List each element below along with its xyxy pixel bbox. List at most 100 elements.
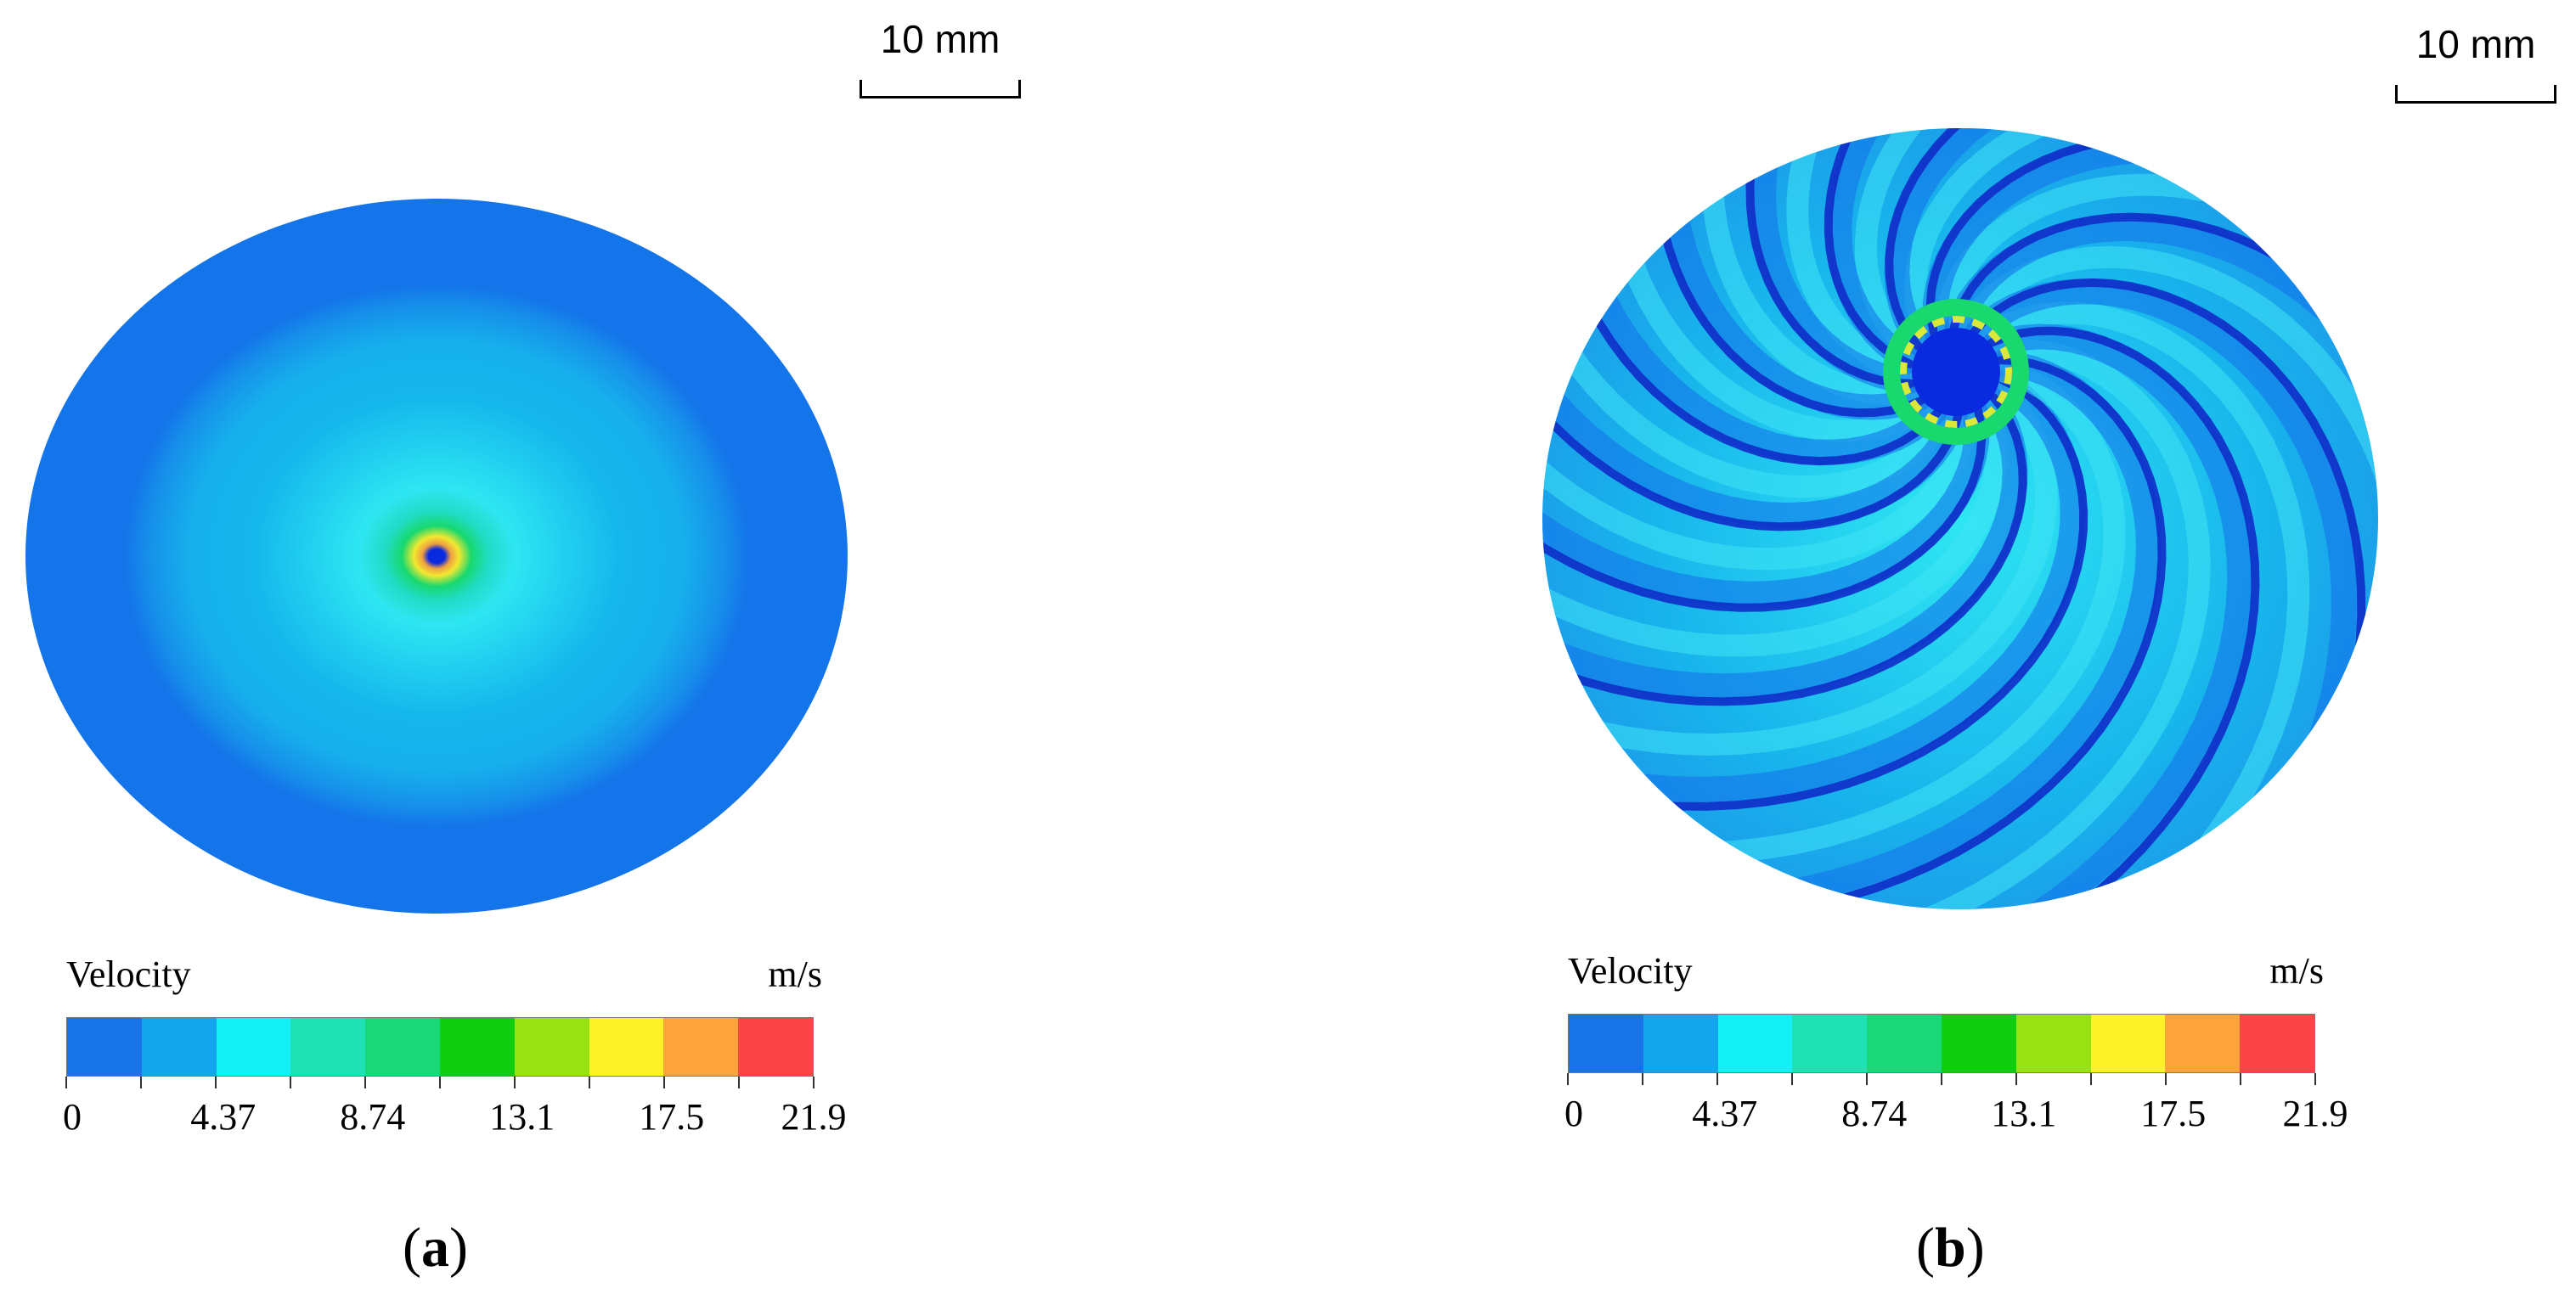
velocity-contour-a (25, 199, 848, 914)
colorbar-tick (589, 1077, 590, 1088)
colorbar-tick (1567, 1073, 1569, 1085)
colorbar-tick (1716, 1073, 1718, 1085)
tick-label: 21.9 (2282, 1093, 2348, 1134)
legend-a: Velocity m/s 0 (63, 951, 847, 1155)
spiral-dark-streak (1823, 128, 2378, 368)
spiral-light-band (1542, 344, 2008, 657)
spiral-light-band (1542, 128, 1958, 498)
scale-bar-line (860, 80, 1021, 98)
scale-bar-b: 10 mm (2395, 20, 2556, 114)
colorbar-tick (1866, 1073, 1868, 1085)
tick-label: 8.74 (1841, 1093, 1908, 1134)
colorbar-tick (439, 1077, 441, 1088)
spiral-light-band (1854, 128, 2378, 365)
colorbar-swatch (2015, 1015, 2091, 1072)
caption-close: ) (1965, 1217, 1985, 1279)
colorbar-swatch (141, 1018, 217, 1076)
caption-letter: a (420, 1217, 449, 1279)
tick-label: 0 (63, 1096, 82, 1138)
vortex-ring-yellow (1900, 316, 2012, 428)
colorbar-swatch (2165, 1015, 2241, 1072)
scale-bar-label: 10 mm (880, 17, 1001, 61)
colorbar-tick (2240, 1073, 2241, 1085)
spiral-dark-streak (1542, 393, 2027, 706)
legend-title: Velocity (1568, 950, 1693, 992)
colorbar-tick (813, 1077, 815, 1088)
tick-label: 13.1 (1991, 1093, 2057, 1134)
caption-b: (b) (1916, 1214, 1985, 1282)
colorbar-swatch (1792, 1015, 1868, 1072)
tick-label: 17.5 (639, 1096, 705, 1138)
spiral-mid-band (1903, 323, 2253, 909)
colorbar-swatch (1941, 1015, 2016, 1072)
tick-label: 8.74 (340, 1096, 406, 1138)
colorbar-swatch (514, 1018, 589, 1076)
spiral-light-band (1973, 301, 2310, 909)
legend-title: Velocity (66, 953, 191, 995)
spiral-mid-band (1884, 128, 2378, 357)
flow-domain-a (25, 199, 848, 914)
colorbar-swatch (1643, 1015, 1718, 1072)
tick-label: 13.1 (489, 1096, 555, 1138)
spiral-dark-streak (1542, 128, 1963, 531)
colorbar-ticks (1567, 1073, 2316, 1085)
caption-close: ) (448, 1217, 468, 1279)
spiral-light-band (1904, 128, 2378, 400)
spiral-mid-band (1555, 128, 1948, 465)
colorbar-b (1568, 1014, 2315, 1073)
colorbar-a (66, 1017, 814, 1077)
legend-b: Velocity m/s 0 (1564, 948, 2348, 1151)
tick-label: 4.37 (190, 1096, 256, 1138)
caption-a: (a) (403, 1214, 468, 1282)
spiral-mid-band (1750, 128, 2285, 394)
colorbar-tick (2015, 1073, 2017, 1085)
tick-label: 4.37 (1692, 1093, 1758, 1134)
colorbar-swatch (365, 1018, 440, 1076)
spiral-mid-band (1826, 128, 2378, 374)
colorbar-swatch (738, 1018, 813, 1076)
velocity-contour-b (1542, 128, 2378, 909)
colorbar-tick (1791, 1073, 1793, 1085)
colorbar-swatch (589, 1018, 664, 1076)
colorbar-tick (2090, 1073, 2092, 1085)
spiral-dark-streak (1542, 237, 1987, 612)
spiral-mid-band (1944, 215, 2378, 791)
colorbar-tick (2165, 1073, 2167, 1085)
panel-b: 10 mm Velocity m/s (1512, 0, 2576, 1316)
spiral-mid-band (1542, 387, 2028, 700)
colorbar-tick-labels: 0 4.37 8.74 13.1 17.5 21.9 (1564, 1090, 2348, 1138)
colorbar-swatch (439, 1018, 515, 1076)
spiral-light-band (1786, 128, 2378, 384)
colorbar-tick (738, 1077, 740, 1088)
colorbar-tick (1941, 1073, 1942, 1085)
legend-unit: m/s (2269, 950, 2324, 992)
spiral-dark-streak (1885, 128, 2378, 351)
tick-label: 0 (1564, 1093, 1583, 1134)
spiral-light-band (1542, 128, 1978, 571)
scale-bar-a: 10 mm (860, 15, 1021, 109)
colorbar-tick (1642, 1073, 1643, 1085)
colorbar-ticks (65, 1077, 815, 1088)
vortex-core (1912, 328, 2000, 416)
tick-label: 17.5 (2140, 1093, 2207, 1134)
panel-a: 10 mm Velocity m/s (0, 0, 1104, 1316)
colorbar-tick-labels: 0 4.37 8.74 13.1 17.5 21.9 (63, 1094, 847, 1141)
tick-label: 21.9 (781, 1096, 847, 1138)
spiral-light-band (1542, 360, 2126, 864)
colorbar-swatch (2090, 1015, 2166, 1072)
colorbar-swatch (1569, 1015, 1643, 1072)
colorbar-tick (663, 1077, 665, 1088)
scale-bar-label: 10 mm (2415, 22, 2536, 66)
colorbar-tick (140, 1077, 142, 1088)
colorbar-swatch (663, 1018, 739, 1076)
spiral-dark-streak (1546, 128, 1942, 466)
caption-open: ( (1916, 1217, 1935, 1279)
spiral-dark-streak (1677, 356, 2167, 909)
colorbar-swatch (290, 1018, 366, 1076)
colorbar-tick (290, 1077, 291, 1088)
spiral-dark-streak (1957, 326, 2260, 909)
spiral-dark-streak (1745, 128, 2235, 388)
colorbar-swatch (1717, 1015, 1793, 1072)
colorbar-tick (65, 1077, 67, 1088)
spiral-mid-band (1627, 350, 2162, 909)
